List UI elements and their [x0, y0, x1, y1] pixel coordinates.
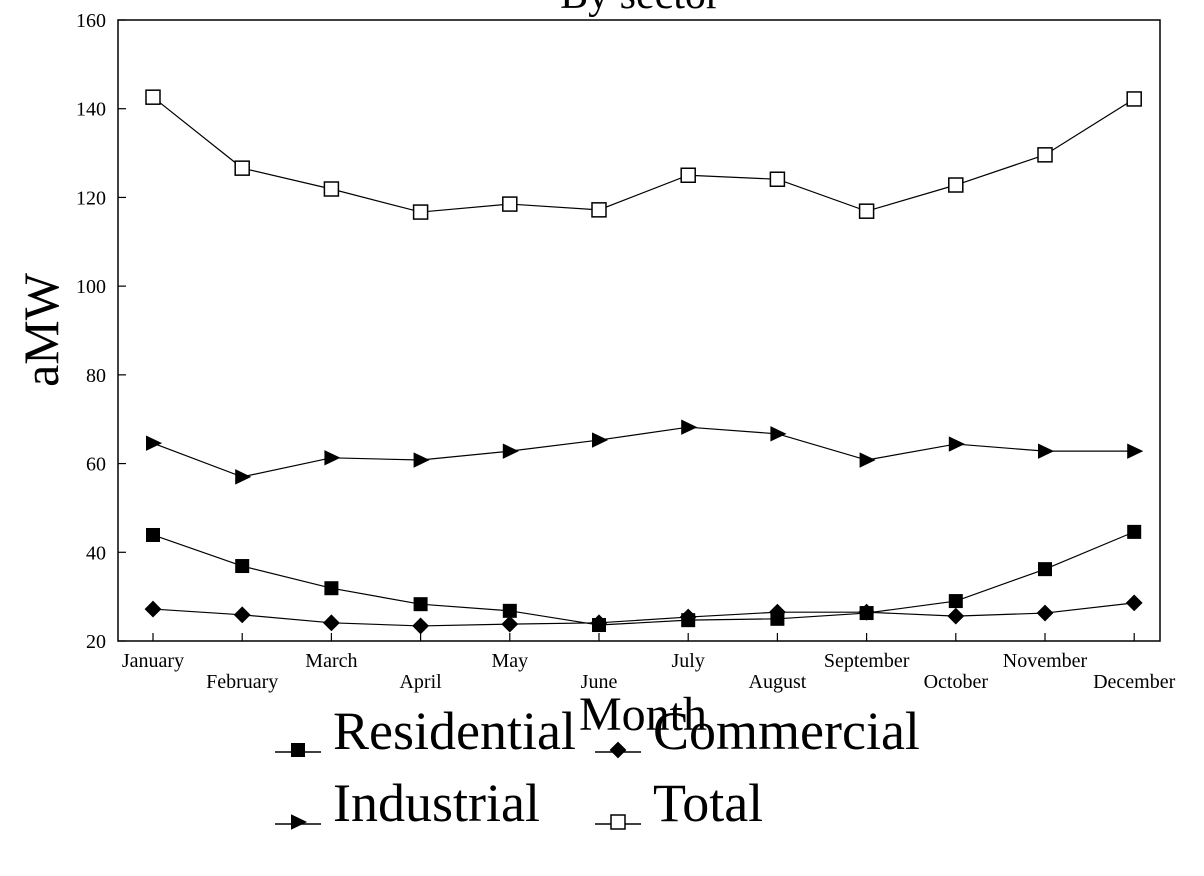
data-point	[145, 89, 161, 105]
data-point	[233, 606, 251, 624]
data-point	[769, 603, 786, 621]
data-point	[858, 203, 875, 219]
y-tick-label: 60	[86, 454, 106, 476]
chart-title: By sector	[560, 0, 720, 18]
x-tick-label: November	[1003, 650, 1088, 672]
data-point	[502, 443, 519, 459]
data-point	[144, 600, 162, 618]
data-point	[234, 160, 250, 176]
y-tick-label: 120	[76, 187, 106, 209]
data-point	[858, 603, 875, 621]
data-point	[501, 615, 519, 633]
x-tick-label: July	[672, 650, 705, 672]
legend-marker	[609, 741, 627, 759]
legend-marker	[610, 814, 626, 830]
y-tick-label: 160	[76, 10, 106, 32]
x-tick-label: March	[305, 650, 357, 672]
y-tick-label: 40	[86, 542, 106, 564]
data-point	[323, 614, 340, 632]
data-point	[770, 426, 787, 442]
data-point	[590, 614, 608, 632]
y-tick-label: 140	[76, 99, 106, 121]
plot-frame	[117, 19, 1161, 642]
data-point	[769, 171, 786, 187]
data-point	[413, 452, 430, 468]
y-axis-label: aMW	[13, 272, 69, 387]
data-point	[859, 452, 876, 468]
legend-label: Commercial	[653, 701, 920, 761]
data-point	[502, 603, 517, 618]
x-tick-label: April	[399, 671, 442, 693]
series-line	[152, 531, 1135, 626]
x-tick-label: May	[491, 650, 528, 672]
data-point	[1038, 443, 1055, 459]
data-point	[413, 597, 428, 612]
series-line	[152, 96, 1135, 213]
x-tick-label: September	[824, 650, 910, 672]
y-tick-label: 20	[86, 631, 106, 653]
data-point	[679, 608, 697, 626]
data-point	[1036, 604, 1054, 622]
legend-label: Total	[653, 773, 763, 833]
x-tick-label: January	[122, 650, 184, 672]
legend-label: Residential	[333, 701, 576, 761]
data-point	[681, 419, 698, 435]
x-tick-label: December	[1093, 671, 1176, 693]
data-point	[948, 436, 965, 452]
data-point	[1037, 147, 1053, 163]
x-axis-label: Month	[579, 688, 707, 741]
legend-marker	[291, 814, 308, 830]
data-point	[324, 581, 339, 596]
data-point	[592, 432, 609, 448]
data-point	[1125, 594, 1143, 612]
data-point	[1127, 443, 1144, 459]
data-point	[324, 450, 341, 466]
series-line	[152, 426, 1135, 478]
y-tick-label: 100	[76, 276, 106, 298]
data-point	[502, 196, 518, 212]
data-point	[235, 469, 252, 485]
data-point	[412, 204, 429, 220]
data-point	[1038, 562, 1052, 577]
data-point	[948, 594, 963, 609]
data-point	[235, 559, 250, 574]
x-tick-label: February	[206, 671, 278, 693]
x-tick-label: October	[924, 671, 989, 693]
data-point	[680, 167, 696, 183]
y-tick-label: 80	[86, 365, 106, 387]
data-point	[948, 177, 964, 193]
data-point	[412, 617, 429, 635]
data-point	[146, 527, 160, 542]
data-point	[591, 202, 607, 218]
legend-marker	[291, 743, 305, 757]
data-point	[146, 435, 163, 451]
data-point	[323, 181, 340, 197]
data-point	[1127, 524, 1142, 539]
data-point	[947, 607, 965, 625]
x-tick-label: August	[749, 671, 807, 693]
series-line	[152, 602, 1135, 627]
data-point	[1126, 91, 1142, 107]
legend-label: Industrial	[333, 773, 540, 833]
x-tick-label: June	[581, 671, 618, 693]
